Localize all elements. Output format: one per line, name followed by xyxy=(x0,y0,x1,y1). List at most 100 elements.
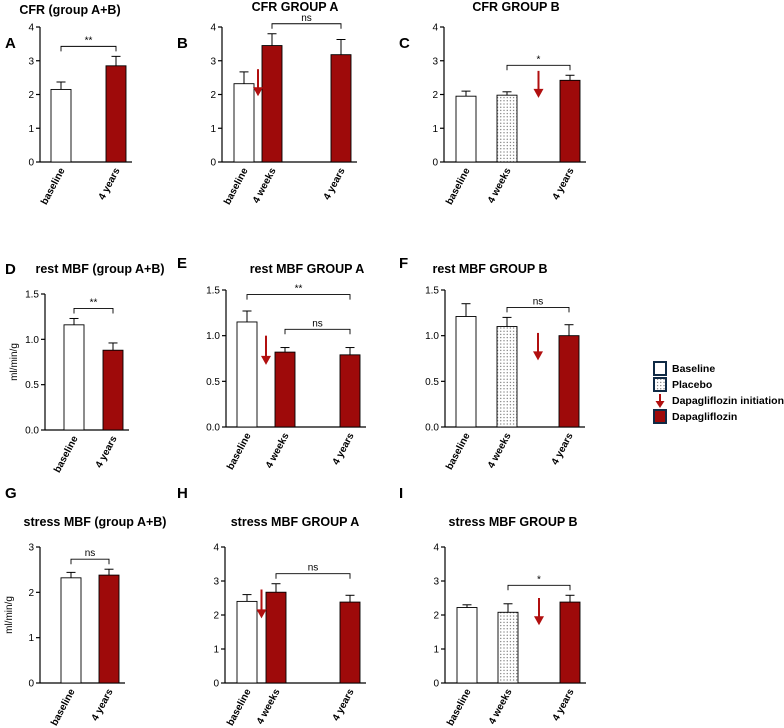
significance-bracket xyxy=(73,308,114,314)
panel-letter: F xyxy=(399,255,408,272)
bar-baseline xyxy=(60,577,82,684)
placebo-box-icon xyxy=(653,377,667,392)
panel-letter: E xyxy=(177,255,187,272)
y-tick-label: 3 xyxy=(210,56,216,67)
bar-4-weeks xyxy=(261,45,283,163)
bar-4-weeks xyxy=(496,94,518,163)
panel-title: rest MBF GROUP B xyxy=(432,262,547,276)
bar-4-weeks xyxy=(497,611,519,684)
bar-4-weeks xyxy=(274,351,296,428)
significance-label: ns xyxy=(301,13,312,24)
x-tick-label: 4 weeks xyxy=(255,687,283,726)
panel-letter: C xyxy=(399,35,410,52)
bar-4-years xyxy=(558,335,580,428)
significance-bracket xyxy=(284,328,351,335)
y-axis-label: ml/min/g xyxy=(9,343,20,381)
x-tick-label: baseline xyxy=(39,166,68,207)
initiation-arrow-head xyxy=(533,351,543,361)
bar-baseline xyxy=(236,600,258,684)
y-tick-label: 4 xyxy=(28,23,34,34)
legend-item: Baseline xyxy=(653,361,715,376)
panel-letter: B xyxy=(177,35,188,52)
y-tick-label: 1.5 xyxy=(25,290,39,301)
y-tick-label: 0.5 xyxy=(425,377,439,388)
initiation-arrow-head xyxy=(253,87,263,97)
x-tick-label: baseline xyxy=(445,687,474,728)
y-tick-label: 0.0 xyxy=(425,423,439,434)
significance-label: ns xyxy=(533,296,544,307)
bar-4-years xyxy=(98,574,120,684)
initiation-arrow-head xyxy=(256,609,267,619)
y-axis-label: ml/min/g xyxy=(4,596,15,634)
y-tick-label: 0 xyxy=(213,679,219,690)
x-tick-label: 4 years xyxy=(331,431,357,467)
bar-baseline xyxy=(233,83,255,163)
bar-4-years xyxy=(339,354,361,428)
x-tick-label: 4 years xyxy=(331,687,357,723)
y-tick-label: 3 xyxy=(28,56,34,67)
down-arrow-head-icon xyxy=(655,401,665,408)
y-tick-label: 2 xyxy=(432,90,438,101)
bar-4-years xyxy=(102,349,124,431)
y-tick-label: 1 xyxy=(28,633,34,644)
y-tick-label: 3 xyxy=(433,577,439,588)
legend: Baseline Placebo Dapagliflozin initiation D… xyxy=(653,361,784,424)
x-tick-label: 4 years xyxy=(551,166,577,202)
y-tick-label: 1 xyxy=(433,645,439,656)
x-tick-label: baseline xyxy=(444,166,473,207)
panel-title: rest MBF GROUP A xyxy=(250,262,365,276)
bar-4-years xyxy=(330,54,352,163)
significance-label: * xyxy=(537,54,541,65)
legend-item: Placebo xyxy=(653,377,712,392)
significance-bracket xyxy=(60,45,117,52)
y-tick-label: 4 xyxy=(433,543,439,554)
x-tick-label: 4 years xyxy=(551,687,577,723)
y-tick-label: 1.0 xyxy=(25,335,39,346)
x-tick-label: 4 weeks xyxy=(264,431,292,470)
x-tick-label: 4 weeks xyxy=(251,166,279,205)
panel-c: C CFR GROUP B 0 1 2 3 4 baseline 4 weeks 4 years * xyxy=(399,0,586,207)
x-tick-label: 4 weeks xyxy=(486,166,514,205)
y-tick-label: 3 xyxy=(213,577,219,588)
legend-label: Dapagliflozin xyxy=(672,411,737,423)
panel-letter: I xyxy=(399,485,403,502)
significance-bracket xyxy=(507,584,571,591)
y-tick-label: 0.5 xyxy=(25,380,39,391)
y-tick-label: 1.0 xyxy=(206,331,220,342)
bar-baseline xyxy=(455,316,477,428)
significance-label: ns xyxy=(312,318,323,329)
legend-item: Dapagliflozin initiation xyxy=(655,394,784,408)
y-tick-label: 4 xyxy=(432,23,438,34)
panel-letter: H xyxy=(177,485,188,502)
x-tick-label: baseline xyxy=(444,431,473,472)
panel-title: CFR GROUP B xyxy=(472,0,559,14)
bar-baseline xyxy=(456,607,478,684)
bar-4-weeks xyxy=(496,326,518,428)
panel-title: stress MBF (group A+B) xyxy=(24,515,167,529)
y-tick-label: 0.0 xyxy=(206,423,220,434)
x-tick-label: baseline xyxy=(225,687,254,728)
bar-baseline xyxy=(236,321,258,428)
panel-title: CFR (group A+B) xyxy=(19,3,120,17)
y-tick-label: 0 xyxy=(28,679,34,690)
significance-label: ns xyxy=(85,548,96,559)
legend-label: Placebo xyxy=(672,379,712,391)
panel-letter: G xyxy=(5,485,17,502)
bar-4-years xyxy=(559,601,581,684)
y-tick-label: 1 xyxy=(210,124,216,135)
x-tick-label: baseline xyxy=(225,431,254,472)
x-tick-label: baseline xyxy=(49,687,78,728)
bar-4-years xyxy=(559,79,581,163)
legend-label: Baseline xyxy=(672,363,715,375)
legend-item: Dapagliflozin xyxy=(653,409,737,424)
y-tick-label: 0 xyxy=(433,679,439,690)
y-tick-label: 0 xyxy=(432,158,438,169)
initiation-arrow-head xyxy=(533,88,544,98)
bar-4-years xyxy=(339,601,361,684)
